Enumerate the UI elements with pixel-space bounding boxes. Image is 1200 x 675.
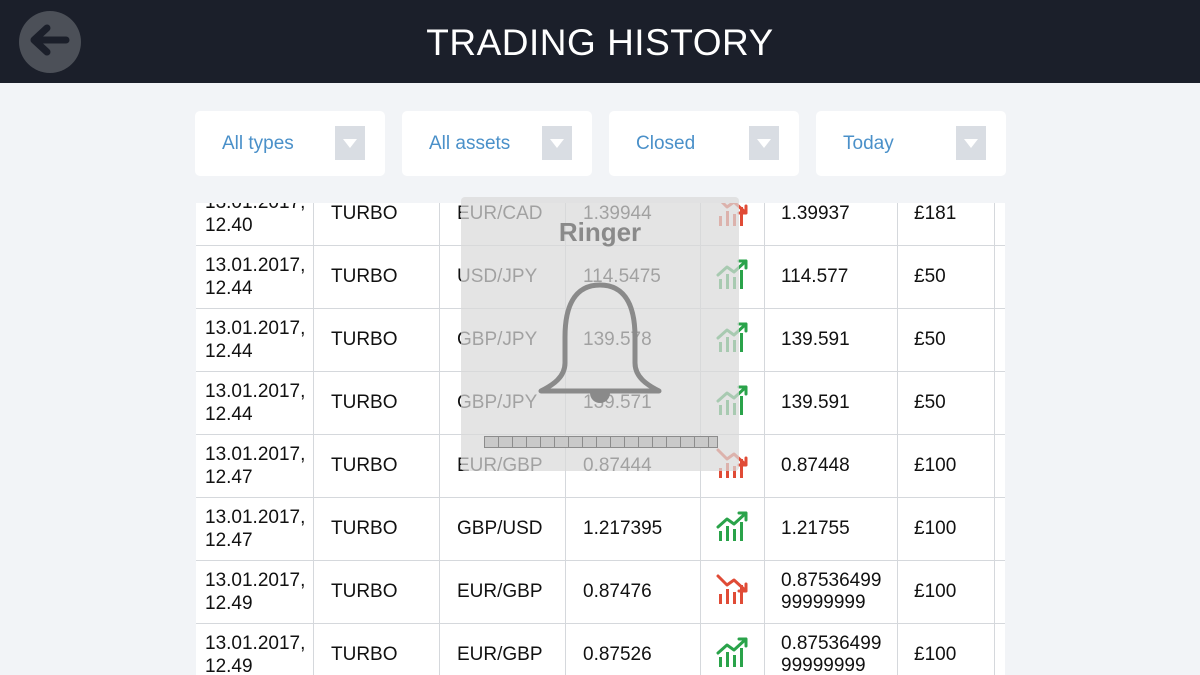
volume-level-bar <box>484 436 718 448</box>
trade-type: TURBO <box>313 245 440 309</box>
trade-asset: EUR/GBP <box>439 560 566 624</box>
trade-time: 12.47 <box>205 467 253 488</box>
trade-close-price-text: 139.591 <box>781 392 850 413</box>
trade-close-price: 114.577 <box>764 245 898 309</box>
arrow-left-icon <box>30 23 70 62</box>
trade-close-price-text: 1.39937 <box>781 203 850 224</box>
trade-close-price: 139.591 <box>764 371 898 435</box>
trade-close-price-text: 1.21755 <box>781 518 850 539</box>
trade-direction <box>700 623 765 675</box>
trade-investment: £181 <box>897 203 995 246</box>
chevron-down-icon <box>749 126 779 160</box>
trade-date: 13.01.2017, <box>205 507 306 528</box>
trade-open-price: 0.87476 <box>565 560 701 624</box>
trade-asset: EUR/GBP <box>439 623 566 675</box>
trade-date: 13.01.2017, <box>205 633 306 654</box>
trade-payout: £186 <box>994 623 1005 675</box>
trade-datetime: 13.01.2017, 12.44 <box>196 371 314 435</box>
trade-type: TURBO <box>313 497 440 561</box>
filter-period-dropdown[interactable]: Today <box>816 111 1006 176</box>
filter-status-label: Closed <box>636 133 696 154</box>
trade-time: 12.49 <box>205 593 253 614</box>
filter-assets-label: All assets <box>429 133 511 154</box>
trade-type: TURBO <box>313 371 440 435</box>
trade-direction <box>700 560 765 624</box>
trade-time: 12.47 <box>205 530 253 551</box>
filter-assets-dropdown[interactable]: All assets <box>402 111 592 176</box>
trend-up-icon <box>715 511 751 548</box>
bell-icon <box>535 281 665 426</box>
trade-close-price: 1.21755 <box>764 497 898 561</box>
trade-type: TURBO <box>313 434 440 498</box>
trade-payout: £92 <box>994 245 1005 309</box>
trade-date: 13.01.2017, <box>205 570 306 591</box>
filter-status-dropdown[interactable]: Closed <box>609 111 799 176</box>
back-button[interactable] <box>19 11 81 73</box>
trade-datetime: 13.01.2017, 12.49 <box>196 560 314 624</box>
trade-close-price-text: 0.8753649999999999 <box>781 570 882 613</box>
trade-close-price: 0.8753649999999999 <box>764 560 898 624</box>
trend-up-icon <box>715 637 751 674</box>
trade-investment: £100 <box>897 560 995 624</box>
trade-close-price: 139.591 <box>764 308 898 372</box>
trade-close-price: 0.8753649999999999 <box>764 623 898 675</box>
trade-date: 13.01.2017, <box>205 318 306 339</box>
chevron-down-icon <box>956 126 986 160</box>
trade-investment: £100 <box>897 434 995 498</box>
trade-datetime: 13.01.2017, 12.47 <box>196 497 314 561</box>
trade-type: TURBO <box>313 308 440 372</box>
trade-close-price: 1.39937 <box>764 203 898 246</box>
trade-date: 13.01.2017, <box>205 203 313 214</box>
table-row[interactable]: 13.01.2017, 12.47 TURBO GBP/USD 1.217395 1.21… <box>196 497 1005 561</box>
trade-time: 12.44 <box>205 341 253 362</box>
filter-period-label: Today <box>843 133 894 154</box>
ringer-label: Ringer <box>558 217 642 247</box>
trade-investment: £50 <box>897 371 995 435</box>
trade-direction <box>700 497 765 561</box>
trade-close-price: 0.87448 <box>764 434 898 498</box>
trade-payout: £331.23 <box>994 203 1005 246</box>
trade-time: 12.44 <box>205 278 253 299</box>
table-row[interactable]: 13.01.2017, 12.49 TURBO EUR/GBP 0.87526 0.875… <box>196 623 1005 675</box>
trade-datetime: 13.01.2017, 12.49 <box>196 623 314 675</box>
trade-close-price-text: 114.577 <box>781 266 849 287</box>
trade-payout: £0 <box>994 560 1005 624</box>
trade-close-price-text: 0.87448 <box>781 455 850 476</box>
trade-investment: £50 <box>897 308 995 372</box>
trade-payout: £92.5 <box>994 371 1005 435</box>
trade-investment: £50 <box>897 245 995 309</box>
trade-type: TURBO <box>313 560 440 624</box>
trade-close-price-text: 0.8753649999999999 <box>781 633 882 675</box>
trade-asset: GBP/USD <box>439 497 566 561</box>
trade-datetime: 13.01.2017,12.40 <box>196 203 314 246</box>
trade-payout: £186 <box>994 497 1005 561</box>
filter-types-dropdown[interactable]: All types <box>195 111 385 176</box>
trade-time: 12.40 <box>205 215 253 236</box>
trade-date: 13.01.2017, <box>205 381 306 402</box>
trade-datetime: 13.01.2017, 12.47 <box>196 434 314 498</box>
trade-investment: £100 <box>897 623 995 675</box>
chevron-down-icon <box>542 126 572 160</box>
trade-open-price: 0.87526 <box>565 623 701 675</box>
trade-date: 13.01.2017, <box>205 255 306 276</box>
chevron-down-icon <box>335 126 365 160</box>
table-row[interactable]: 13.01.2017, 12.49 TURBO EUR/GBP 0.87476 0.875… <box>196 560 1005 624</box>
trade-time: 12.49 <box>205 656 253 675</box>
top-bar: TRADING HISTORY <box>0 0 1200 83</box>
trade-date: 13.01.2017, <box>205 444 306 465</box>
trend-down-icon <box>715 574 751 611</box>
trade-datetime: 13.01.2017, 12.44 <box>196 308 314 372</box>
trade-close-price-text: 139.591 <box>781 329 850 350</box>
trade-investment: £100 <box>897 497 995 561</box>
trade-type: TURBO <box>313 203 440 246</box>
trade-datetime: 13.01.2017, 12.44 <box>196 245 314 309</box>
trade-payout: £0 <box>994 434 1005 498</box>
trade-type: TURBO <box>313 623 440 675</box>
page-title: TRADING HISTORY <box>426 22 774 63</box>
trade-payout: £92.5 <box>994 308 1005 372</box>
ringer-volume-overlay: Ringer <box>461 197 739 471</box>
trade-time: 12.44 <box>205 404 253 425</box>
filter-types-label: All types <box>222 133 294 154</box>
trade-open-price: 1.217395 <box>565 497 701 561</box>
